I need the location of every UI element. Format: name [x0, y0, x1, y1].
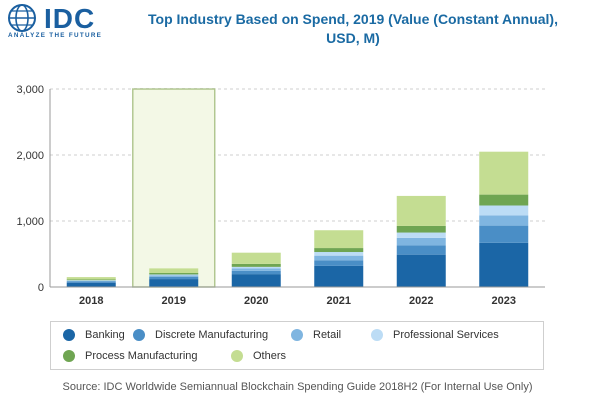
legend-item: Professional Services — [371, 329, 499, 341]
bar-segment — [314, 255, 364, 261]
legend-label: Banking — [85, 329, 125, 341]
bar-segment — [231, 252, 281, 264]
legend-label: Professional Services — [393, 329, 499, 341]
bar-segment — [396, 237, 446, 246]
chart-legend: Banking Discrete Manufacturing Retail Profe… — [50, 321, 544, 370]
legend-swatch — [371, 329, 383, 341]
bar-segment — [314, 265, 364, 287]
x-tick-label: 2023 — [492, 295, 516, 307]
chart-title: Top Industry Based on Spend, 2019 (Value… — [115, 10, 591, 48]
legend-item: Process Manufacturing — [63, 350, 198, 362]
bar-segment — [66, 280, 116, 281]
bar-segment — [149, 268, 199, 274]
logo-tagline: ANALYZE THE FUTURE — [8, 32, 103, 39]
highlight-box — [132, 88, 216, 288]
legend-label: Process Manufacturing — [85, 350, 198, 362]
x-tick-label: 2018 — [79, 295, 103, 307]
bar-segment — [231, 266, 281, 269]
bar-segment — [314, 230, 364, 249]
bar-segment — [149, 273, 199, 275]
bar-segment — [314, 248, 364, 253]
legend-item: Others — [231, 350, 286, 362]
bar-segment — [479, 151, 529, 195]
bar-segment — [396, 225, 446, 233]
x-tick-label: 2022 — [409, 295, 433, 307]
legend-item: Banking — [63, 329, 125, 341]
y-tick-label: 1,000 — [16, 216, 44, 228]
legend-label: Others — [253, 350, 287, 362]
bar-segment — [231, 274, 281, 287]
x-tick-label: 2020 — [244, 295, 268, 307]
bar-segment — [479, 225, 529, 243]
y-tick-label: 0 — [38, 282, 44, 294]
legend-swatch — [231, 350, 243, 362]
y-tick-label: 2,000 — [16, 150, 44, 162]
logo-wordmark: IDC — [44, 3, 96, 34]
legend-swatch — [63, 350, 75, 362]
x-tick-label: 2019 — [162, 295, 186, 307]
bar-segment — [149, 275, 199, 277]
bar-segment — [149, 276, 199, 280]
source-note: Source: IDC Worldwide Semiannual Blockch… — [62, 381, 533, 393]
legend-swatch — [63, 329, 75, 341]
globe-icon — [8, 4, 36, 32]
bar-segment — [66, 282, 116, 287]
bar-segment — [149, 279, 199, 287]
bar-segment — [66, 277, 116, 280]
bar-segment — [149, 274, 199, 276]
bar-segment — [66, 279, 116, 281]
idc-logo: IDC ANALYZE THE FUTURE — [6, 3, 116, 39]
stacked-bar-chart: 0 1,000 2,000 3,000 2018 2019 2020 2021 2022 2023 — [16, 84, 545, 307]
legend-swatch — [291, 329, 303, 341]
bar-segment — [66, 280, 116, 282]
bar-segment — [396, 195, 446, 226]
bar-segment — [314, 260, 364, 266]
bar-segment — [231, 263, 281, 267]
bar-segment — [66, 281, 116, 283]
bar-segment — [314, 252, 364, 256]
x-tick-label: 2021 — [327, 295, 351, 307]
legend-item: Discrete Manufacturing — [133, 329, 268, 341]
chart-title-line-2: USD, M) — [326, 30, 380, 46]
bar-segment — [231, 268, 281, 271]
chart-title-line-1: Top Industry Based on Spend, 2019 (Value… — [148, 11, 558, 27]
bar-segment — [479, 215, 529, 226]
bar-segment — [396, 245, 446, 255]
legend-item: Retail — [291, 329, 341, 341]
bar-segment — [479, 205, 529, 216]
legend-swatch — [133, 329, 145, 341]
y-tick-label: 3,000 — [16, 84, 44, 96]
legend-label: Retail — [313, 329, 342, 341]
bar-segment — [479, 242, 529, 287]
bar-segment — [479, 194, 529, 206]
bar-segment — [396, 232, 446, 238]
legend-label: Discrete Manufacturing — [155, 329, 269, 341]
bar-segment — [231, 270, 281, 275]
bar-segment — [396, 254, 446, 287]
